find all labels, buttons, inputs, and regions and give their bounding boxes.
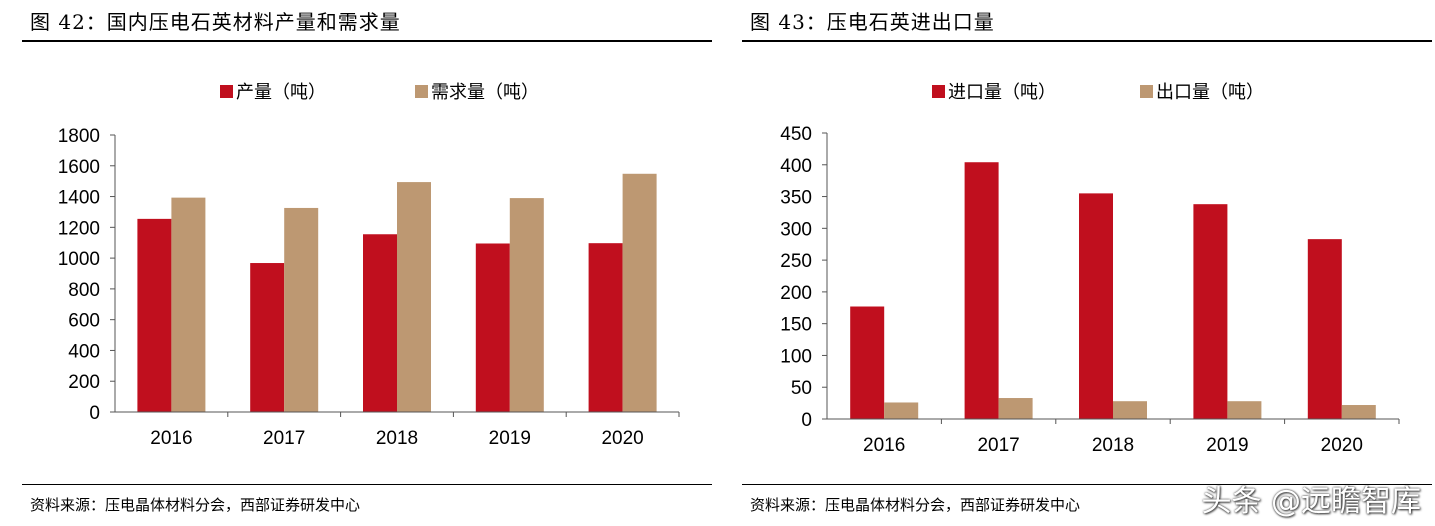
bar-2020-0 xyxy=(588,243,623,412)
legend-swatch xyxy=(932,85,945,98)
bar-2020-0 xyxy=(1307,239,1342,419)
y-tick-label: 150 xyxy=(780,315,812,336)
y-tick-label: 600 xyxy=(68,311,100,332)
divider xyxy=(742,484,1432,485)
y-tick-label: 400 xyxy=(68,341,100,362)
y-tick-label: 250 xyxy=(780,251,812,272)
bar-2019-0 xyxy=(475,243,510,412)
chart-42: 0 200 400 600 800 1000 1200 1400 1600 1800 2016 201… xyxy=(58,82,680,449)
y-tick-label: 0 xyxy=(89,403,100,424)
bar-2017-0 xyxy=(250,263,285,412)
y-tick-label: 100 xyxy=(780,346,812,367)
legend-swatch xyxy=(220,85,233,98)
bar-2016-1 xyxy=(884,402,919,419)
y-tick-label: 450 xyxy=(780,124,812,145)
legend-swatch xyxy=(415,85,428,98)
y-tick-label: 200 xyxy=(780,283,812,304)
x-tick-label: 2019 xyxy=(1206,435,1248,456)
y-tick-label: 1800 xyxy=(58,126,100,147)
watermark: 头条 @远瞻智库 xyxy=(1201,484,1421,519)
y-tick-label: 350 xyxy=(780,188,812,209)
bar-2017-1 xyxy=(284,207,319,412)
y-tick-label: 800 xyxy=(68,280,100,301)
bar-2017-1 xyxy=(998,398,1033,419)
x-tick-label: 2016 xyxy=(150,428,192,449)
x-tick-label: 2018 xyxy=(376,428,418,449)
y-tick-label: 1200 xyxy=(58,218,100,239)
divider xyxy=(22,40,712,42)
legend-label: 出口量（吨） xyxy=(1156,82,1264,103)
bar-2019-1 xyxy=(509,198,544,412)
y-tick-label: 1000 xyxy=(58,249,100,270)
chart-title: 图 43：压电石英进出口量 xyxy=(750,10,995,34)
x-tick-label: 2017 xyxy=(263,428,305,449)
x-tick-label: 2019 xyxy=(489,428,531,449)
bar-2018-1 xyxy=(1113,401,1147,419)
bar-2020-1 xyxy=(1341,405,1376,419)
bar-2018-0 xyxy=(1079,193,1113,419)
bar-2016-1 xyxy=(171,197,206,412)
chart-panel-43: 图 43：压电石英进出口量 0 50 100 150 200 250 300 350 400 45… xyxy=(742,0,1432,526)
y-tick-label: 200 xyxy=(68,372,100,393)
bar-2016-0 xyxy=(850,306,885,419)
legend-swatch xyxy=(1140,85,1153,98)
source-note: 资料来源：压电晶体材料分会，西部证券研发中心 xyxy=(750,496,1081,514)
bar-2019-0 xyxy=(1193,204,1228,419)
legend-label: 需求量（吨） xyxy=(431,82,539,103)
y-tick-label: 1600 xyxy=(58,157,100,178)
bar-2017-0 xyxy=(964,162,999,419)
divider xyxy=(742,40,1432,42)
bar-2020-1 xyxy=(622,173,657,412)
x-tick-label: 2020 xyxy=(1321,435,1363,456)
legend-label: 进口量（吨） xyxy=(948,82,1056,103)
chart-title: 图 42：国内压电石英材料产量和需求量 xyxy=(30,10,401,34)
bar-2018-1 xyxy=(397,182,431,412)
x-tick-label: 2017 xyxy=(977,435,1019,456)
chart-panel-42: 图 42：国内压电石英材料产量和需求量 0 200 400 600 800 1000 120… xyxy=(22,0,712,526)
x-tick-label: 2016 xyxy=(863,435,905,456)
bar-2018-0 xyxy=(363,234,397,412)
bar-2016-0 xyxy=(137,218,172,412)
bar-2019-1 xyxy=(1227,401,1262,419)
y-tick-label: 50 xyxy=(791,378,812,399)
x-tick-label: 2018 xyxy=(1092,435,1134,456)
x-tick-label: 2020 xyxy=(601,428,643,449)
y-tick-label: 300 xyxy=(780,219,812,240)
divider xyxy=(22,484,712,485)
y-tick-label: 400 xyxy=(780,156,812,177)
y-tick-label: 0 xyxy=(801,410,812,431)
source-note: 资料来源：压电晶体材料分会，西部证券研发中心 xyxy=(30,496,361,514)
chart-43: 0 50 100 150 200 250 300 350 400 450 2016 2017 2018 2… xyxy=(780,82,1400,456)
y-tick-label: 1400 xyxy=(58,188,100,209)
legend-label: 产量（吨） xyxy=(236,82,326,103)
